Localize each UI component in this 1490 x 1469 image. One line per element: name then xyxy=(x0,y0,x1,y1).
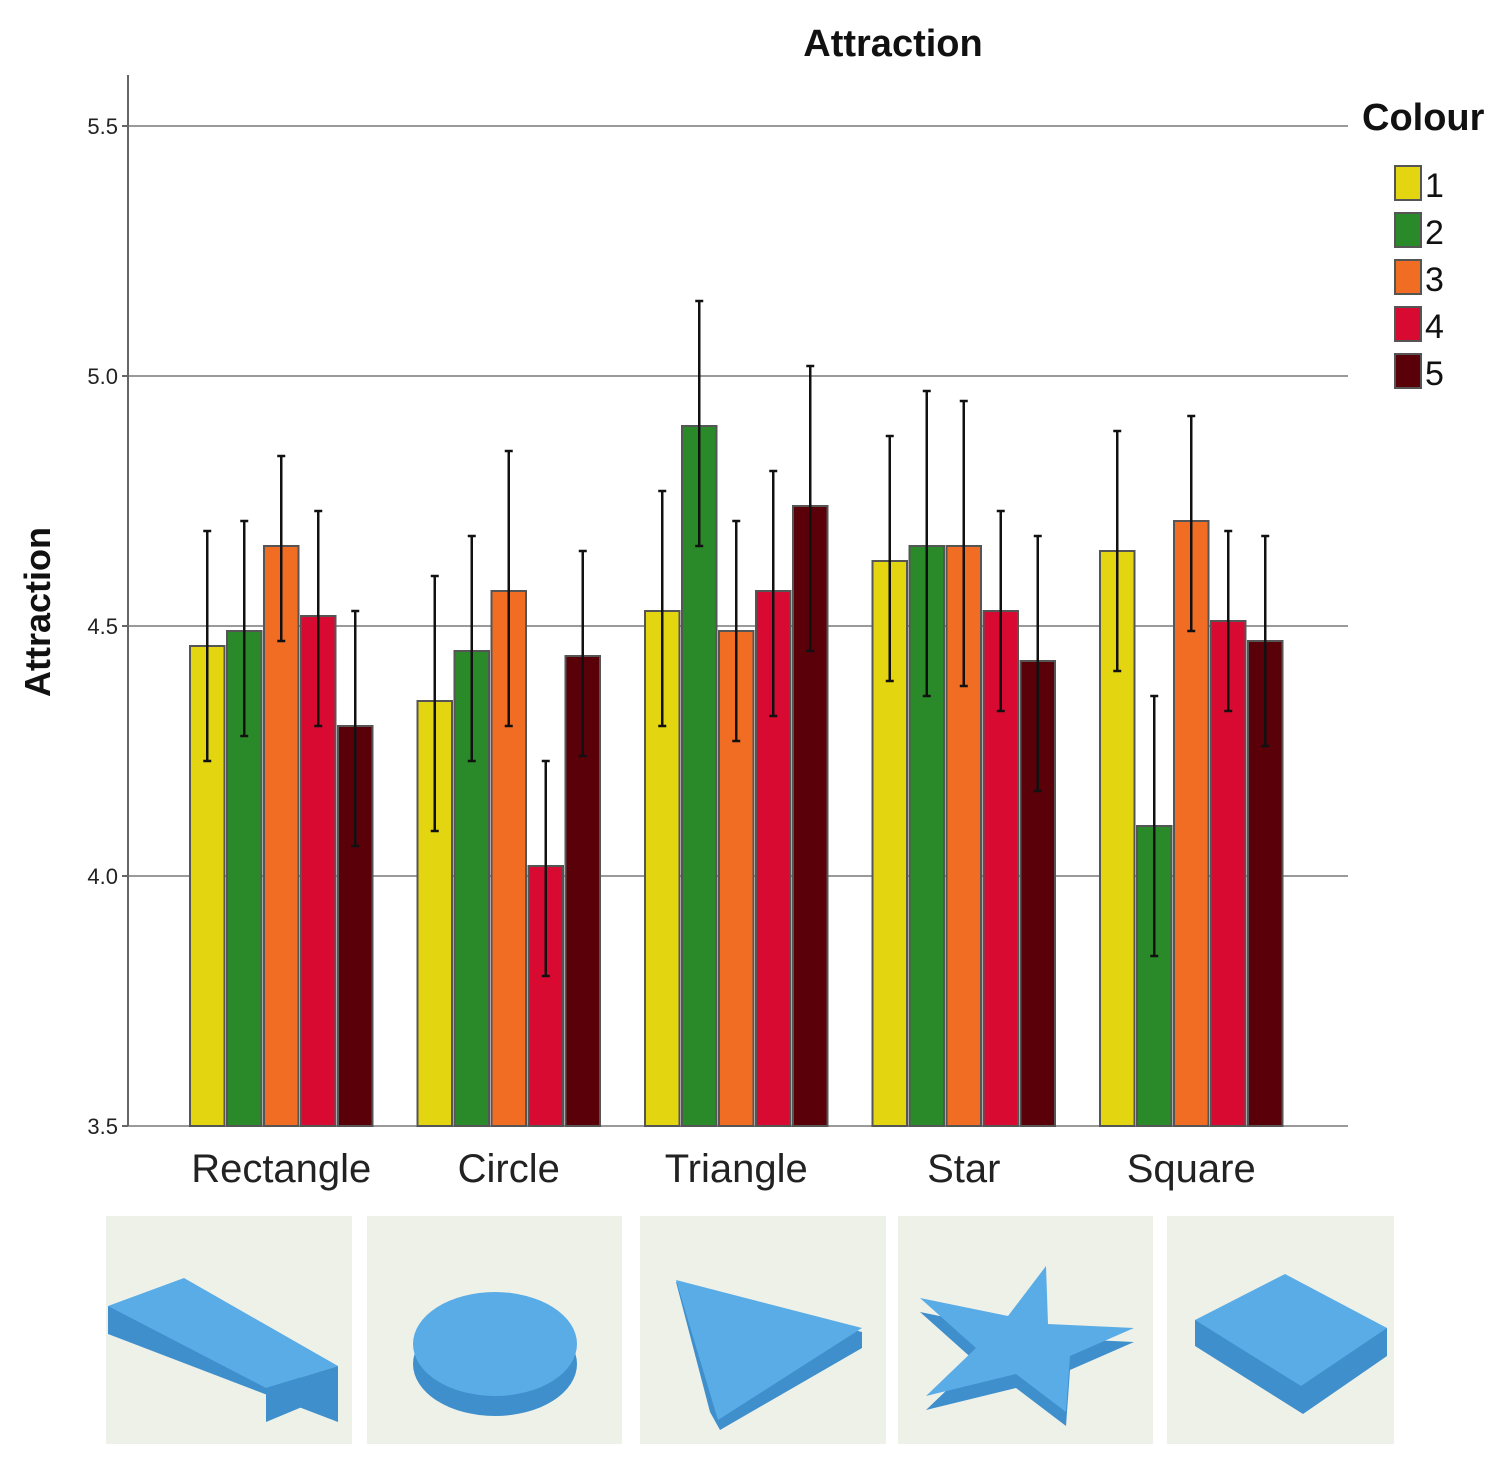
legend-label: 1 xyxy=(1425,167,1444,205)
star-shape xyxy=(920,1266,1134,1412)
legend-swatch-4 xyxy=(1394,306,1422,342)
chart-title: Attraction xyxy=(803,23,982,65)
category-label: Star xyxy=(927,1147,1000,1191)
triangle-shape xyxy=(676,1280,862,1420)
rectangle-shape xyxy=(108,1278,338,1388)
shape-image-rectangle xyxy=(106,1216,352,1444)
shape-image-triangle xyxy=(640,1216,886,1444)
legend-swatch-1 xyxy=(1394,165,1422,201)
legend-title: Colour xyxy=(1362,97,1485,139)
category-label: Triangle xyxy=(665,1147,808,1191)
shape-images xyxy=(106,1216,1394,1444)
legend-label: 3 xyxy=(1425,261,1444,299)
shape-image-star xyxy=(898,1216,1153,1444)
y-tick-labels: 3.5 4.0 4.5 5.0 5.5 xyxy=(87,114,128,1139)
y-tick-label: 3.5 xyxy=(87,1114,118,1139)
category-labels: Rectangle Circle Triangle Star Square xyxy=(191,1147,1256,1191)
category-label: Circle xyxy=(458,1147,560,1191)
shape-image-circle xyxy=(367,1216,622,1444)
shape-image-square xyxy=(1167,1216,1394,1444)
legend-swatch-5 xyxy=(1394,353,1422,389)
legend-label: 4 xyxy=(1425,308,1444,346)
bar-rectangle-colour-3 xyxy=(263,545,300,1127)
square-shape xyxy=(1195,1274,1387,1386)
circle-shape xyxy=(413,1292,577,1396)
y-tick-label: 4.5 xyxy=(87,614,118,639)
y-tick-label: 5.5 xyxy=(87,114,118,139)
legend-label: 5 xyxy=(1425,355,1444,393)
y-tick-label: 4.0 xyxy=(87,864,118,889)
y-tick-label: 5.0 xyxy=(87,364,118,389)
legend: Colour 1 2 3 4 5 xyxy=(1362,97,1485,393)
legend-swatch-3 xyxy=(1394,259,1422,295)
shape-side xyxy=(266,1366,338,1422)
error-bars xyxy=(203,299,1270,978)
y-axis-label: Attraction xyxy=(17,527,58,697)
legend-label: 2 xyxy=(1425,214,1444,252)
category-label: Rectangle xyxy=(191,1147,371,1191)
legend-swatch-2 xyxy=(1394,212,1422,248)
category-label: Square xyxy=(1127,1147,1256,1191)
